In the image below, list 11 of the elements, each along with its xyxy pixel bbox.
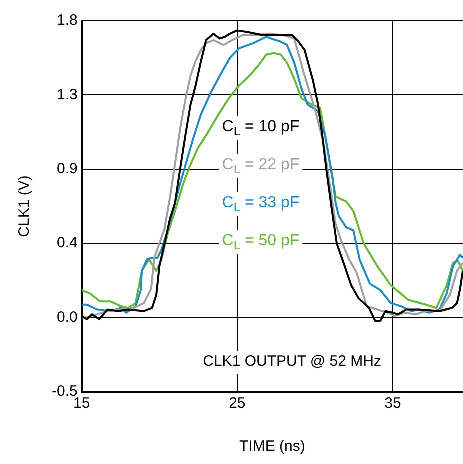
x-tick-label: 35	[384, 395, 402, 412]
y-tick-label: 0.9	[56, 160, 78, 178]
annotation: CLK1 OUTPUT @ 52 MHz	[203, 353, 382, 370]
y-tick-label: 0.4	[56, 234, 78, 252]
y-tick-label: 1.3	[56, 86, 78, 104]
x-tick-label: 15	[74, 395, 90, 412]
y-axis-title: CLK1 (V)	[16, 176, 34, 238]
y-tick-label: 0.0	[56, 308, 78, 326]
y-tick-label: 1.8	[56, 12, 78, 30]
x-axis-title: TIME (ns)	[240, 438, 306, 456]
x-tick-label: 25	[229, 395, 246, 412]
